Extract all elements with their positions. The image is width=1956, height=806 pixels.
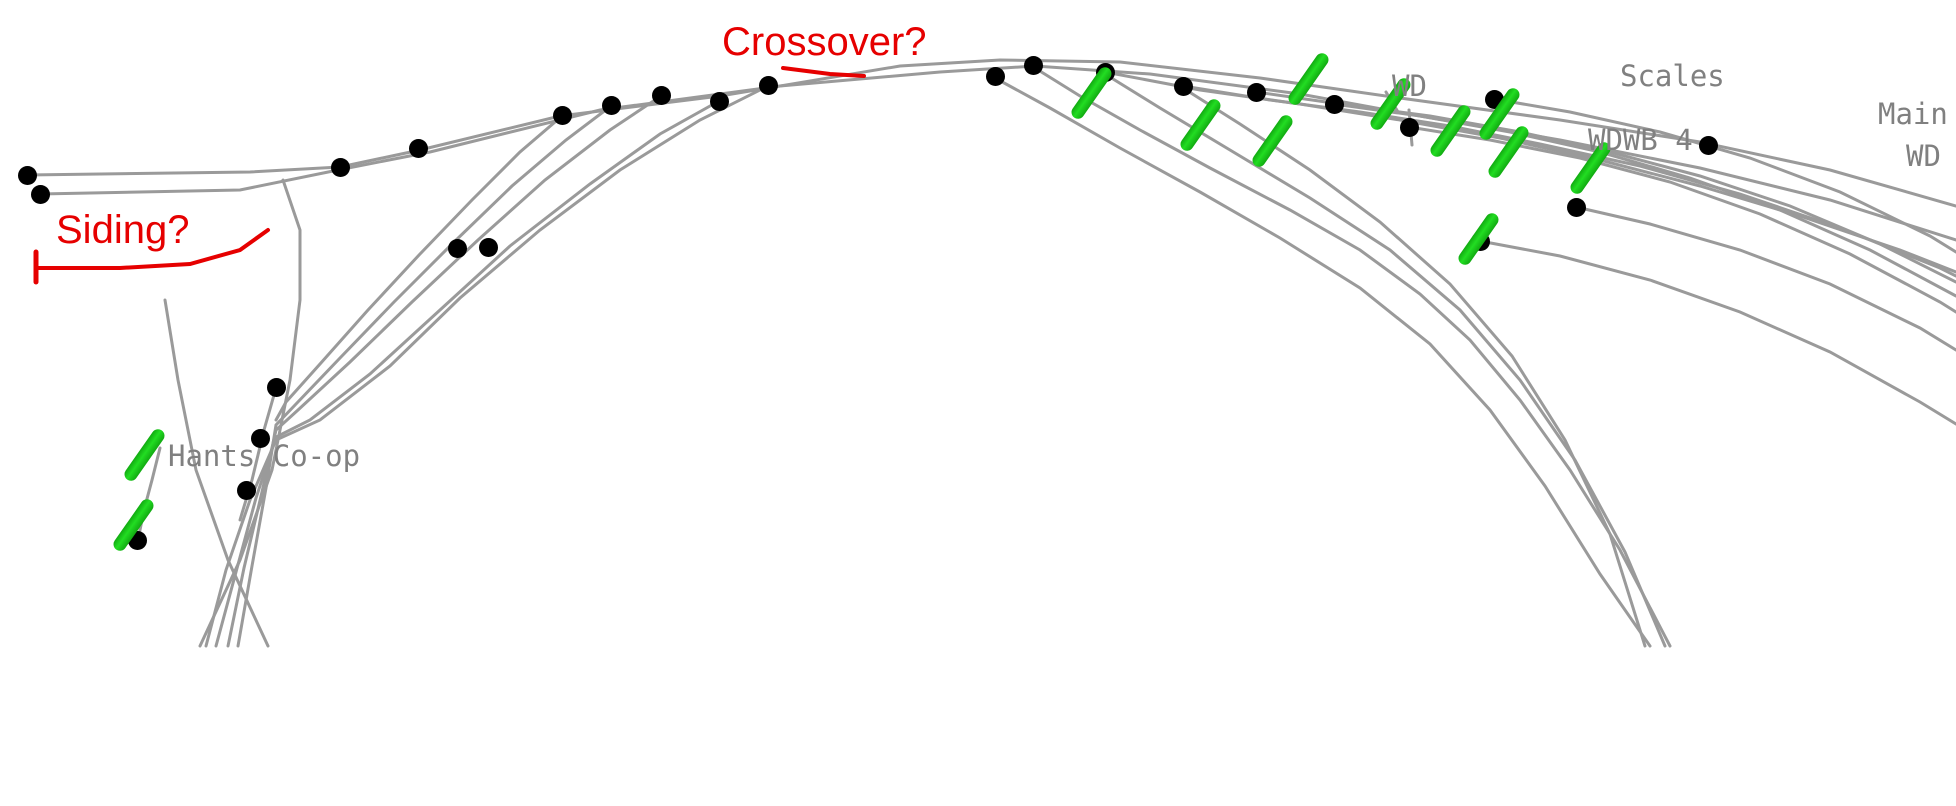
track-fan-3 (226, 94, 663, 648)
track-node[interactable] (602, 96, 621, 115)
track-main-arc-outer (163, 298, 270, 648)
track-node[interactable] (710, 92, 729, 111)
crossover-leader-line (781, 66, 866, 78)
track-node[interactable] (479, 238, 498, 257)
track-node[interactable] (986, 67, 1005, 86)
track-node[interactable] (448, 239, 467, 258)
track-node[interactable] (267, 378, 286, 397)
track-fan-4 (236, 104, 613, 648)
annotation-leaders (33, 66, 866, 285)
track-siding-upper (25, 58, 1956, 208)
map-label-wdwb-4: WDWB 4 (1588, 123, 1693, 157)
map-label-wd-yard-right: WD (1906, 139, 1941, 173)
track-node[interactable] (18, 166, 37, 185)
track-node[interactable] (759, 76, 778, 95)
track-yard-5 (1407, 125, 1956, 314)
track-node[interactable] (1400, 118, 1419, 137)
track-node[interactable] (31, 185, 50, 204)
track-arc-d (1181, 86, 1647, 648)
track-node[interactable] (553, 106, 572, 125)
map-label-scales: Scales (1620, 59, 1725, 93)
track-yard-8 (1478, 239, 1956, 426)
track-node[interactable] (652, 86, 671, 105)
track-node[interactable] (1174, 77, 1193, 96)
track-node[interactable] (1567, 198, 1586, 217)
map-label-wd-yard-left: WD (1392, 69, 1427, 103)
track-fan-2 (214, 99, 721, 648)
track-node[interactable] (1024, 56, 1043, 75)
track-arc-b (993, 76, 1652, 648)
track-yard-6 (1492, 97, 1956, 254)
track-node[interactable] (409, 139, 428, 158)
track-node[interactable] (331, 158, 350, 177)
track-hants-spur (238, 386, 278, 522)
track-node[interactable] (1699, 136, 1718, 155)
track-yard-4 (1332, 102, 1956, 298)
track-node[interactable] (251, 429, 270, 448)
track-fan-1 (204, 84, 770, 648)
annotation-siding: Siding? (56, 208, 190, 252)
track-yard-7 (1574, 205, 1956, 352)
track-fan-5 (274, 114, 564, 422)
siding-leader-line (34, 228, 270, 270)
map-label-hants-co-op: Hants Co-op (168, 439, 361, 473)
track-node[interactable] (1247, 83, 1266, 102)
annotation-crossover: Crossover? (722, 20, 927, 64)
track-arc-a (1033, 66, 1672, 648)
map-label-main: Main (1878, 97, 1948, 131)
track-node[interactable] (237, 481, 256, 500)
track-node[interactable] (1325, 95, 1344, 114)
